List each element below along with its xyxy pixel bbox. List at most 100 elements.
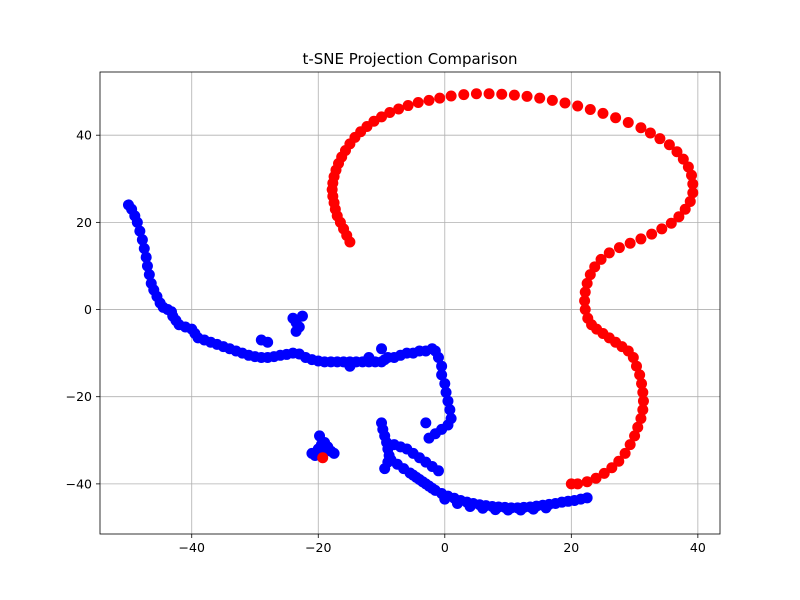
data-point <box>654 133 666 145</box>
axis-ticks: −40 −20 0 20 40 −40 −20 0 20 40 <box>66 128 706 555</box>
data-point <box>376 111 388 123</box>
data-point <box>540 502 552 514</box>
x-tick-label: −20 <box>305 540 331 555</box>
data-point <box>546 94 558 106</box>
data-point <box>534 92 546 104</box>
data-point <box>584 103 596 115</box>
data-point <box>393 103 405 115</box>
y-tick-label: 20 <box>76 215 92 230</box>
data-point <box>590 472 602 484</box>
data-point <box>527 503 539 515</box>
x-tick-label: −40 <box>179 540 205 555</box>
x-tick-label: 40 <box>690 540 706 555</box>
data-point <box>420 417 432 429</box>
x-tick-label: 20 <box>563 540 579 555</box>
grid-lines <box>100 72 720 534</box>
data-point <box>296 310 308 322</box>
data-point <box>598 467 610 479</box>
data-point <box>262 336 274 348</box>
data-point <box>470 88 482 100</box>
data-point <box>434 92 446 104</box>
data-point <box>613 455 625 467</box>
data-point <box>686 169 698 181</box>
data-point <box>131 216 143 228</box>
data-point <box>622 117 634 129</box>
data-point <box>673 211 685 223</box>
data-point <box>579 286 591 298</box>
data-point <box>579 304 591 316</box>
data-point <box>432 465 444 477</box>
data-point <box>613 242 625 254</box>
data-point <box>581 277 593 289</box>
data-point <box>464 501 476 513</box>
data-point <box>682 161 694 173</box>
data-point <box>440 386 452 398</box>
data-point <box>521 90 533 102</box>
plot-frame <box>99 71 721 535</box>
data-point <box>515 504 527 516</box>
data-point <box>344 360 356 372</box>
data-point <box>597 107 609 119</box>
data-point <box>445 90 457 102</box>
data-point <box>134 225 146 237</box>
data-point <box>444 404 456 416</box>
data-point <box>572 100 584 112</box>
data-point <box>508 89 520 101</box>
data-point <box>138 243 150 255</box>
data-point <box>636 378 648 390</box>
data-point <box>637 395 649 407</box>
data-point <box>442 395 454 407</box>
data-point <box>451 497 463 509</box>
y-tick-label: −40 <box>66 476 92 491</box>
data-point <box>439 493 451 505</box>
data-point <box>687 178 699 190</box>
data-point <box>426 482 438 494</box>
data-point <box>432 351 444 363</box>
data-point <box>634 369 646 381</box>
data-point <box>477 502 489 514</box>
data-point <box>624 237 636 249</box>
data-point <box>384 107 396 119</box>
series-0 <box>122 199 593 516</box>
data-point <box>665 217 677 229</box>
data-point <box>677 153 689 165</box>
data-point <box>606 462 618 474</box>
data-point <box>136 234 148 246</box>
data-series <box>122 88 699 516</box>
data-point <box>584 269 596 281</box>
data-point <box>581 492 593 504</box>
data-point <box>635 233 647 245</box>
data-point <box>565 478 577 490</box>
y-tick-label: 40 <box>76 128 92 143</box>
data-point <box>637 404 649 416</box>
data-point <box>436 360 448 372</box>
data-point <box>314 430 326 442</box>
data-point <box>439 378 451 390</box>
data-point <box>483 88 495 100</box>
chart-title: t-SNE Projection Comparison <box>302 50 517 68</box>
data-point <box>635 122 647 134</box>
data-point <box>489 504 501 516</box>
data-point <box>412 97 424 109</box>
data-point <box>630 360 642 372</box>
data-point <box>579 295 591 307</box>
data-point <box>458 89 470 101</box>
data-point <box>627 351 639 363</box>
data-point <box>684 195 696 207</box>
data-point <box>656 223 668 235</box>
y-tick-label: −20 <box>66 389 92 404</box>
data-point <box>679 203 691 215</box>
data-point <box>376 343 388 355</box>
data-point <box>436 369 448 381</box>
data-point <box>363 351 375 363</box>
x-tick-label: 0 <box>441 540 449 555</box>
data-point <box>687 187 699 199</box>
data-point <box>619 447 631 459</box>
data-point <box>306 447 318 459</box>
data-point <box>603 247 615 259</box>
data-point <box>141 260 153 272</box>
data-point <box>559 97 571 109</box>
data-point <box>140 251 152 263</box>
